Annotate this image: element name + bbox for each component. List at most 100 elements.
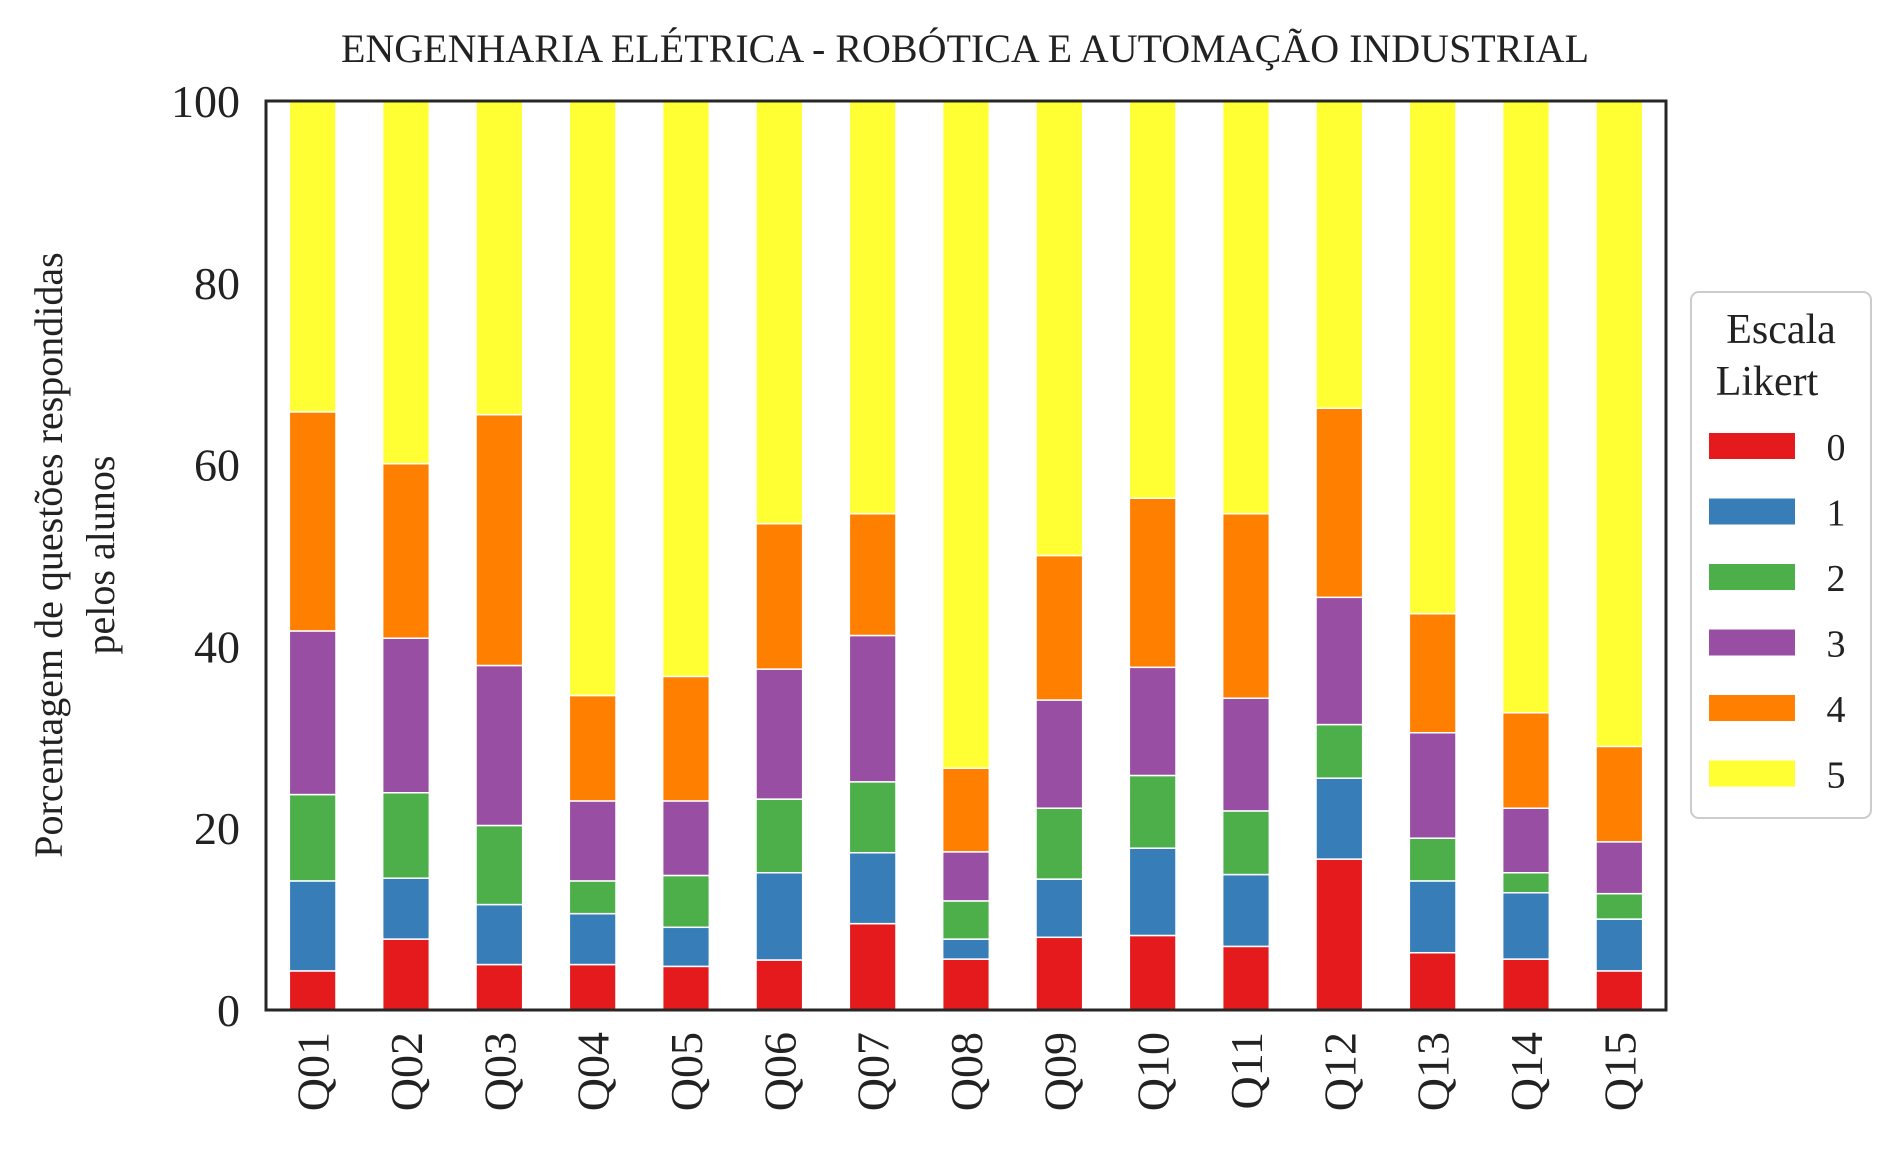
bar-q07-level-0 — [848, 922, 897, 1011]
bar-q11-level-4 — [1221, 512, 1271, 699]
legend: Escala Likert 0 1 2 3 4 5 — [1690, 291, 1872, 819]
bar-q13-level-3 — [1408, 732, 1457, 839]
bar-q11-level-3 — [1221, 697, 1271, 812]
bar-q05-level-5 — [661, 100, 711, 678]
bar-q03-level-1 — [475, 903, 524, 966]
legend-swatch-2 — [1709, 564, 1795, 590]
bar-q15-level-5 — [1595, 100, 1644, 748]
y-axis-label-line-1: Porcentagem de questões respondidas — [26, 252, 71, 857]
bar-q11-level-5 — [1221, 100, 1271, 515]
y-tick-label: 20 — [194, 803, 240, 854]
chart-title: ENGENHARIA ELÉTRICA - ROBÓTICA E AUTOMAÇ… — [341, 26, 1589, 71]
bar-q14-level-4 — [1501, 712, 1551, 809]
bar-q14-level-0 — [1501, 958, 1551, 1011]
x-tick-label-q06: Q06 — [754, 1032, 805, 1111]
legend-label-0: 0 — [1827, 427, 1846, 469]
bar-q02-level-0 — [381, 938, 431, 1011]
bar-q02-level-3 — [381, 637, 431, 794]
bar-q12-level-0 — [1315, 858, 1364, 1011]
bar-q14-level-1 — [1501, 891, 1551, 960]
bar-q13-level-0 — [1408, 951, 1457, 1011]
bar-q15-level-2 — [1595, 892, 1644, 920]
legend-label-5: 5 — [1827, 755, 1846, 797]
bar-q02-level-4 — [381, 462, 431, 639]
bar-q05-level-2 — [661, 874, 711, 929]
x-tick-label-q09: Q09 — [1034, 1032, 1085, 1111]
bars-layer — [288, 100, 1644, 1011]
bar-q03-level-5 — [475, 100, 524, 416]
x-tick-label-q08: Q08 — [941, 1032, 992, 1111]
bar-q06-level-0 — [755, 959, 804, 1011]
legend-title-line-2: Likert — [1716, 359, 1819, 405]
bar-q12-level-2 — [1315, 723, 1364, 779]
bar-q06-level-5 — [755, 100, 804, 525]
bar-q12-level-4 — [1315, 407, 1364, 599]
bar-q12-level-3 — [1315, 596, 1364, 726]
x-tick-label-q13: Q13 — [1408, 1032, 1459, 1111]
bar-q07-level-4 — [848, 512, 897, 637]
y-axis-label-line-2: pelos alunos — [78, 456, 123, 655]
bar-q15-level-1 — [1595, 918, 1644, 972]
bar-q04-level-3 — [568, 800, 617, 882]
bar-q14-level-2 — [1501, 871, 1551, 894]
x-tick-label-q10: Q10 — [1128, 1032, 1179, 1111]
bar-q12-level-5 — [1315, 100, 1364, 409]
bar-q05-level-0 — [661, 965, 711, 1011]
bar-q11-level-0 — [1221, 945, 1271, 1011]
legend-label-4: 4 — [1827, 689, 1846, 731]
bar-q11-level-2 — [1221, 810, 1271, 876]
legend-label-2: 2 — [1827, 558, 1846, 600]
bar-q09-level-2 — [1035, 807, 1084, 880]
x-tick-label-q01: Q01 — [288, 1032, 339, 1111]
bar-q08-level-3 — [941, 851, 991, 902]
bar-q01-level-4 — [288, 411, 337, 632]
legend-swatch-5 — [1709, 760, 1795, 787]
bar-q04-level-2 — [568, 880, 617, 915]
bar-q07-level-3 — [848, 634, 897, 783]
bar-q04-level-0 — [568, 963, 617, 1011]
legend-box — [1690, 291, 1872, 819]
bar-q07-level-2 — [848, 781, 897, 854]
bar-q09-level-0 — [1035, 936, 1084, 1011]
bar-q14-level-3 — [1501, 807, 1551, 874]
bar-q13-level-4 — [1408, 612, 1457, 734]
x-tick-label-q04: Q04 — [568, 1032, 619, 1111]
bar-q02-level-5 — [381, 100, 431, 465]
y-tick-label: 40 — [194, 621, 240, 672]
bar-q02-level-1 — [381, 877, 431, 940]
bar-q10-level-3 — [1128, 666, 1177, 777]
y-tick-label: 100 — [171, 76, 240, 127]
bar-q14-level-5 — [1501, 100, 1551, 714]
bar-q03-level-3 — [475, 664, 524, 827]
bar-q06-level-1 — [755, 871, 804, 961]
x-tick-label-q15: Q15 — [1594, 1032, 1645, 1111]
bar-q06-level-3 — [755, 668, 804, 800]
x-tick-label-q03: Q03 — [474, 1032, 525, 1111]
bar-q08-level-1 — [941, 938, 991, 960]
bar-q10-level-2 — [1128, 774, 1177, 849]
x-tick-label-q14: Q14 — [1501, 1032, 1552, 1111]
y-ticks: 0 20 40 60 80 100 — [171, 76, 240, 1036]
x-tick-label-q11: Q11 — [1221, 1032, 1272, 1110]
bar-q02-level-2 — [381, 791, 431, 879]
legend-label-1: 1 — [1827, 493, 1846, 535]
legend-swatch-1 — [1709, 498, 1795, 525]
bar-q08-level-4 — [941, 767, 991, 853]
bar-q08-level-0 — [941, 958, 991, 1011]
bar-q09-level-4 — [1035, 554, 1084, 701]
bar-q04-level-5 — [568, 100, 617, 697]
bar-q08-level-2 — [941, 900, 991, 940]
bar-q05-level-4 — [661, 675, 711, 802]
bar-q09-level-1 — [1035, 878, 1084, 939]
x-tick-label-q12: Q12 — [1314, 1032, 1365, 1111]
bar-q10-level-1 — [1128, 847, 1177, 937]
legend-label-3: 3 — [1827, 624, 1846, 666]
legend-swatch-4 — [1709, 695, 1795, 721]
bar-q12-level-1 — [1315, 777, 1364, 860]
bar-q03-level-0 — [475, 963, 524, 1011]
bar-q09-level-5 — [1035, 100, 1084, 557]
bar-q11-level-1 — [1221, 873, 1271, 948]
plot-frame — [264, 99, 1668, 1012]
bar-q10-level-0 — [1128, 934, 1177, 1011]
